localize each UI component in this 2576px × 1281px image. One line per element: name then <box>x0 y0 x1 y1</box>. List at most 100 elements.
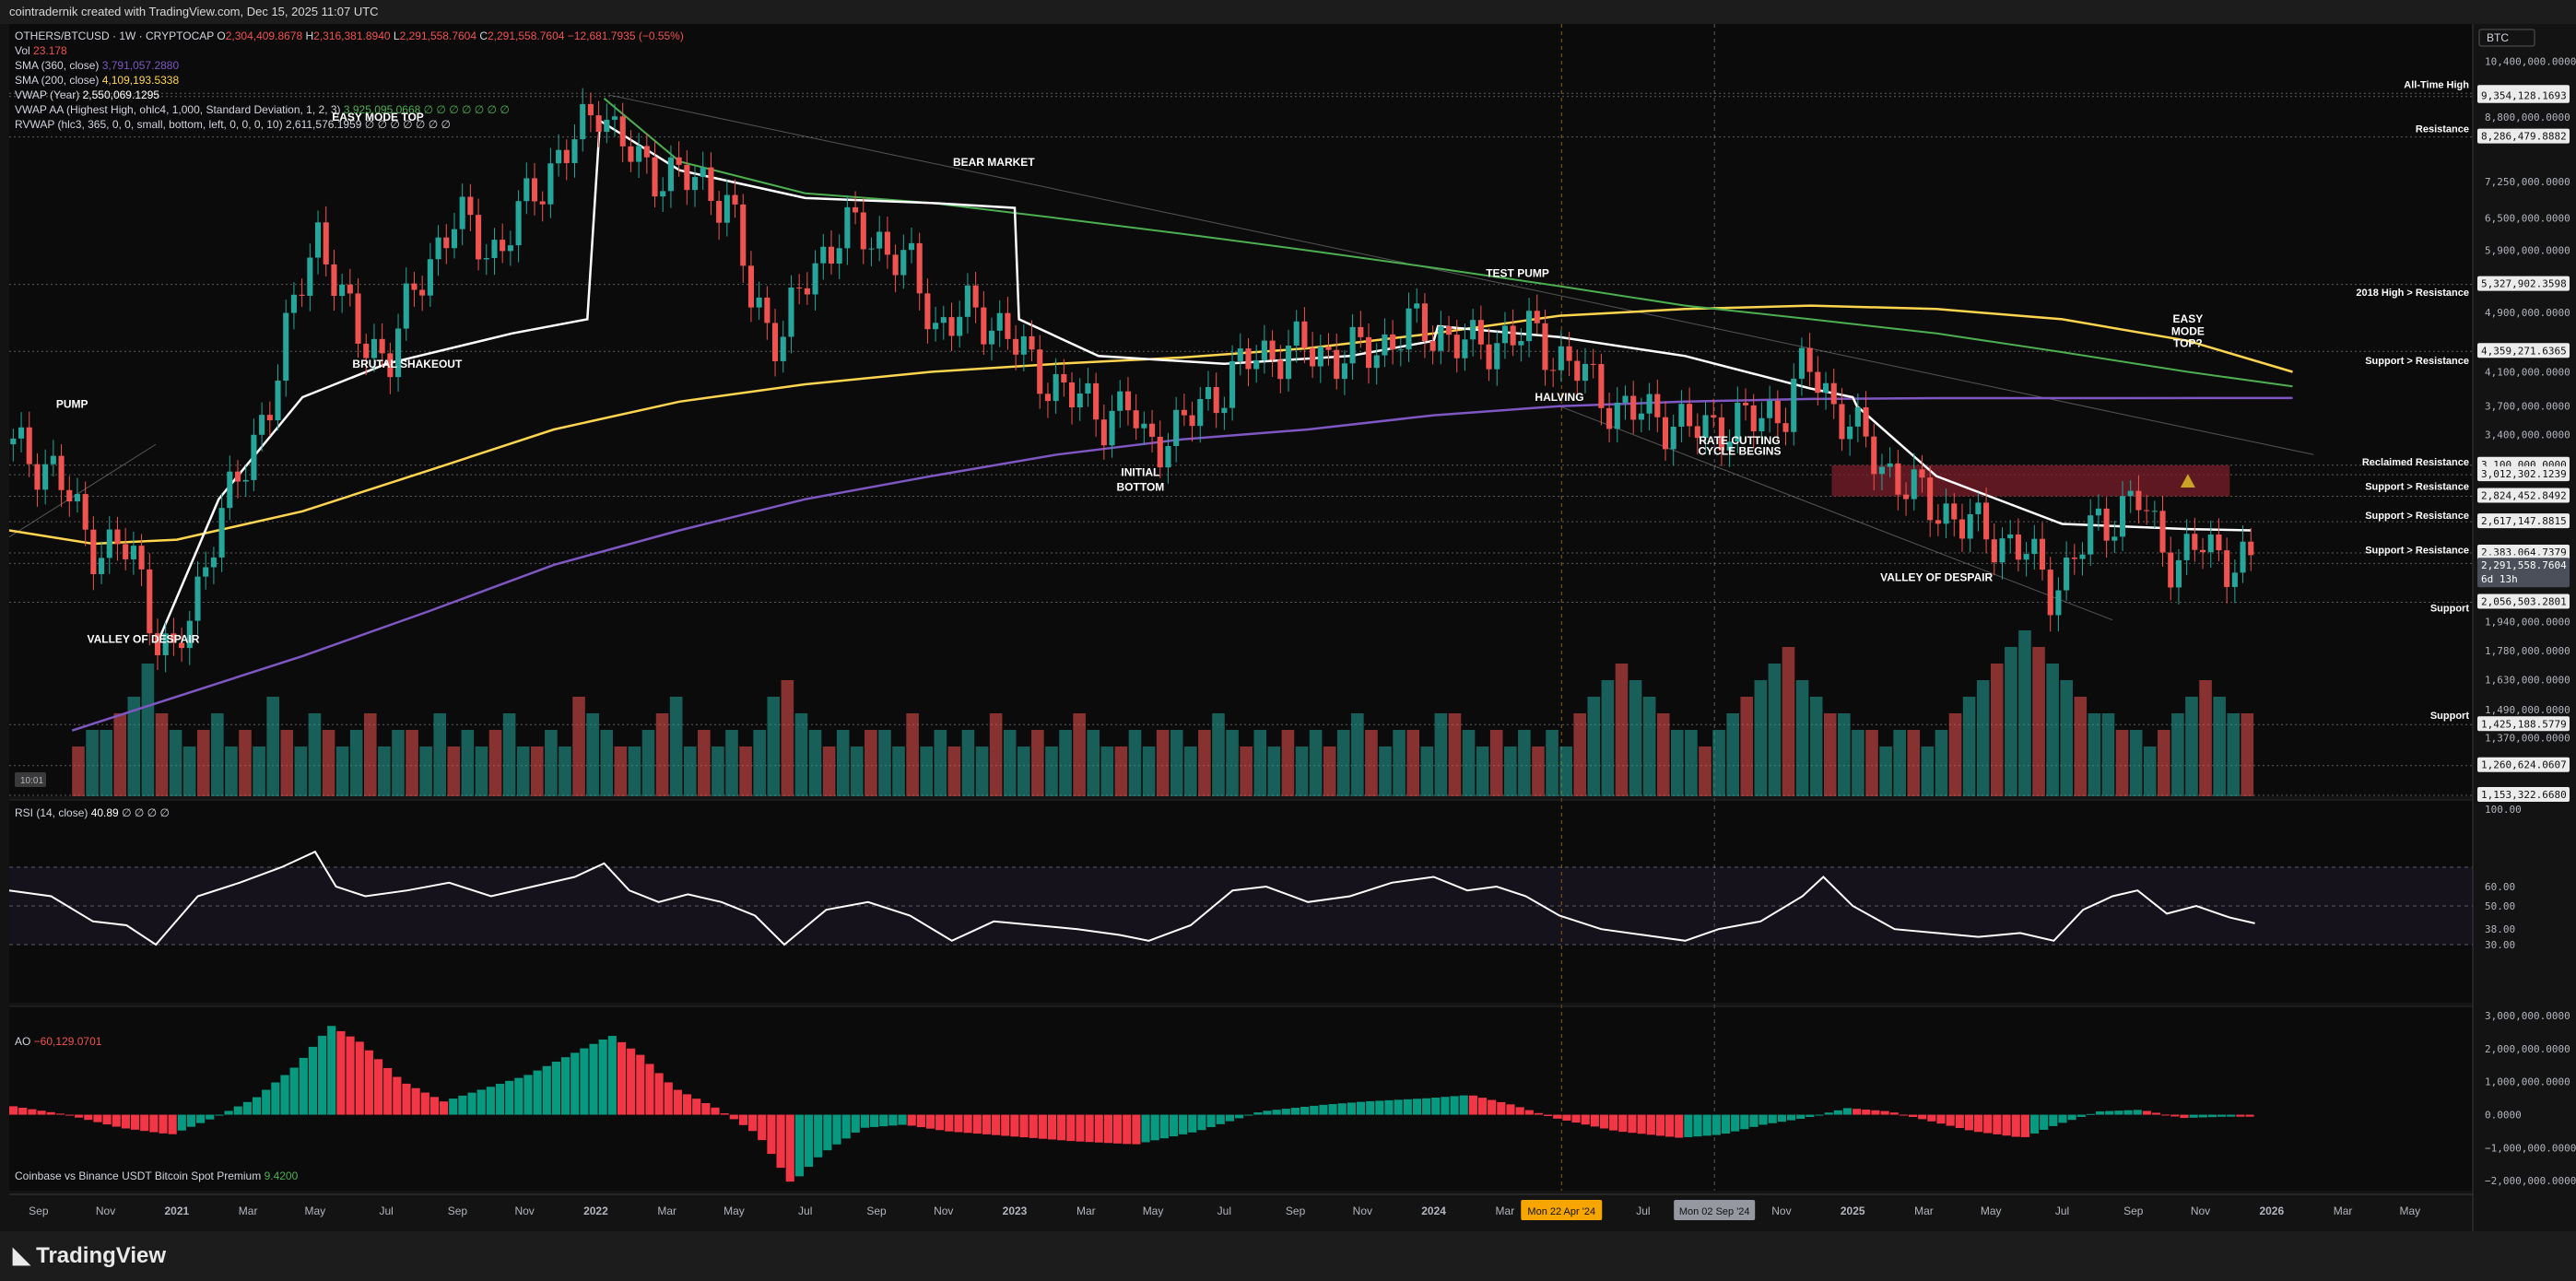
time-tick-label: Jul <box>1636 1205 1650 1217</box>
trading-chart[interactable]: EASY MODE TOP BEAR MARKET BRUTAL SHAKEOUT P… <box>0 24 2576 1231</box>
ao-bar <box>1216 1114 1225 1124</box>
candle-body <box>1943 503 1949 524</box>
volume-bar <box>1907 730 1921 796</box>
volume-bar <box>989 713 1003 796</box>
ao-bar <box>1150 1114 1159 1141</box>
ao-bar <box>1188 1114 1197 1133</box>
candle-body <box>1774 400 1781 424</box>
volume-bar <box>1323 746 1336 796</box>
currency-badge-text: BTC <box>2487 31 2509 44</box>
price-axis-area <box>2473 24 2576 1231</box>
candle-body <box>355 293 361 344</box>
ao-bar <box>495 1084 505 1115</box>
candle-body <box>1911 469 1917 499</box>
candle-body <box>2135 490 2142 511</box>
candle-body <box>42 464 49 490</box>
tradingview-logo[interactable]: ◣ TradingView <box>13 1242 166 1269</box>
candle-body <box>259 415 265 435</box>
ao-bar <box>1609 1114 1618 1131</box>
candle-body <box>1646 394 1653 414</box>
ao-bar <box>1450 1096 1459 1115</box>
volume-bar <box>975 746 989 796</box>
candle-body <box>2015 534 2021 560</box>
volume-bar <box>1420 746 1434 796</box>
price-tick-label: 1,490,000.0000 <box>2485 704 2570 716</box>
candle-body <box>275 381 281 421</box>
ao-bar <box>1749 1114 1759 1127</box>
candle-body <box>1229 360 1236 408</box>
candle-body <box>467 196 474 216</box>
candle-body <box>1406 308 1412 350</box>
volume-bar <box>155 713 169 796</box>
candle-body <box>723 194 730 223</box>
ao-bar <box>373 1059 383 1115</box>
volume-bar <box>1434 713 1448 796</box>
ao-bar <box>1637 1114 1646 1134</box>
ao-bar <box>1618 1114 1628 1133</box>
ao-bar <box>28 1109 37 1115</box>
candle-body <box>948 317 955 336</box>
price-tag-text: 4,359,271.6365 <box>2481 345 2567 357</box>
volume-bar <box>1406 730 1419 796</box>
candle-body <box>427 259 433 296</box>
candle-body <box>387 353 394 378</box>
volume-bar <box>196 730 210 796</box>
candle-body <box>1165 445 1171 468</box>
candle-body <box>740 204 747 266</box>
ao-bar <box>75 1114 84 1118</box>
candle-body <box>1566 346 1572 361</box>
ao-bar <box>1290 1108 1300 1115</box>
candle-body <box>556 149 562 164</box>
candle-body <box>82 494 88 530</box>
price-tag-bg <box>2477 593 2570 609</box>
candle-body <box>203 567 209 577</box>
candle-body <box>1221 407 1228 414</box>
candle-body <box>307 257 313 296</box>
volume-bar <box>308 713 322 796</box>
candle-body <box>2200 549 2206 553</box>
candle-body <box>1494 343 1500 370</box>
candle-body <box>611 116 618 120</box>
volume-bar <box>1017 746 1030 796</box>
ao-bar <box>523 1075 533 1115</box>
price-tag-bg <box>2477 716 2570 732</box>
volume-bar <box>1462 730 1476 796</box>
ao-bar <box>121 1114 130 1129</box>
volume-bar <box>322 730 335 796</box>
ao-bar <box>1300 1106 1310 1115</box>
candle-body <box>1687 404 1693 427</box>
ao-bar <box>9 1106 18 1115</box>
ao-bar <box>570 1052 580 1115</box>
time-tick-label: 2025 <box>1841 1205 1865 1217</box>
volume-bar <box>1393 730 1406 796</box>
ao-bar <box>1721 1114 1731 1134</box>
time-tick-label: Sep <box>448 1205 468 1217</box>
ao-bar <box>1711 1114 1721 1135</box>
ao-bar <box>636 1054 645 1115</box>
volume-bar <box>294 746 308 796</box>
volume-bar <box>1003 730 1017 796</box>
level-label: Support <box>2430 604 2469 615</box>
level-label: Support > Resistance <box>2365 546 2469 557</box>
candle-body <box>1149 423 1156 437</box>
volume-bar <box>141 664 155 796</box>
rsi-line <box>8 850 2255 946</box>
candle-body <box>1358 326 1364 337</box>
volume-bar <box>461 730 475 796</box>
candle-body <box>1975 502 1982 514</box>
ao-bar <box>1356 1101 1366 1115</box>
volume-bar <box>225 746 238 796</box>
price-tick-label: 1,370,000.0000 <box>2485 733 2570 745</box>
chart-annotation: TEST PUMP <box>1486 266 1549 279</box>
ao-bar <box>1964 1114 1974 1131</box>
ao-bar <box>785 1114 794 1182</box>
candle-body <box>1606 407 1613 429</box>
volume-bar <box>920 746 933 796</box>
candle-body <box>2192 534 2198 550</box>
volume-bar <box>1948 713 1962 796</box>
volume-bar <box>712 746 724 796</box>
candle-body <box>210 557 217 568</box>
candle-body <box>1806 347 1813 372</box>
volume-bar <box>1100 746 1114 796</box>
ao-bar <box>449 1099 458 1115</box>
